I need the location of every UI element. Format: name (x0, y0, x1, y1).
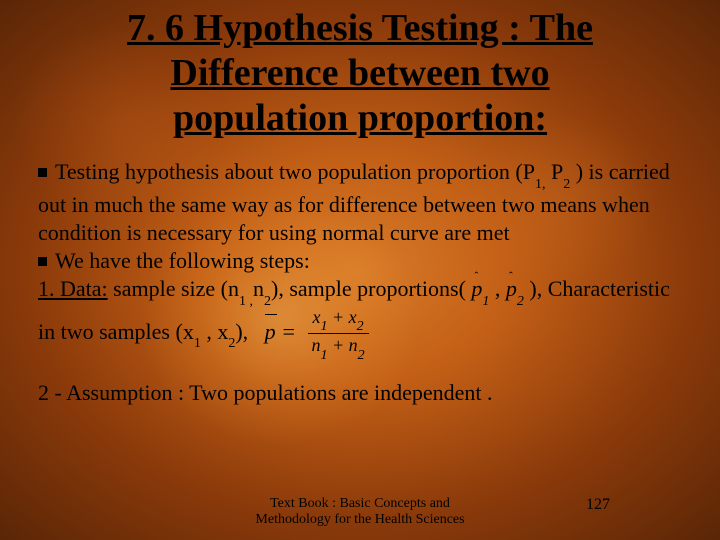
bar-icon (265, 314, 277, 315)
assumption-line: 2 - Assumption : Two populations are ind… (0, 360, 720, 406)
den-n2: n (349, 335, 358, 355)
title-line-2: Difference between two (170, 52, 549, 94)
phat-2: ˆp2 (506, 275, 524, 307)
data-a: sample size (n (108, 276, 239, 301)
data-label: 1. Data: (38, 276, 108, 301)
eq-eq: = (276, 319, 302, 344)
phat-1: ˆp1 (471, 275, 489, 307)
den-plus: + (328, 335, 349, 355)
slide: 7. 6 Hypothesis Testing : The Difference… (0, 0, 720, 540)
slide-title: 7. 6 Hypothesis Testing : The Difference… (0, 0, 720, 140)
phat-sub2: 2 (517, 294, 524, 309)
phat-sub1: 1 (482, 294, 489, 309)
pbar-p: p (265, 319, 276, 344)
title-line-1: 7. 6 Hypothesis Testing : The (127, 7, 593, 49)
num-plus: + (328, 307, 349, 327)
p2-text: We have the following steps: (55, 248, 310, 273)
p1-text-a: Testing hypothesis about two population … (55, 159, 535, 184)
title-line-3: population proportion: (173, 97, 547, 139)
data-sub4: 2 (228, 336, 235, 351)
hat-icon: ˆ (474, 269, 478, 284)
num-s2: 2 (357, 319, 364, 334)
hat-icon: ˆ (509, 269, 513, 284)
footer: Text Book : Basic Concepts and Methodolo… (0, 496, 720, 528)
fraction: x1 + x2n1 + n2 (308, 308, 369, 360)
data-sub3: 1 (194, 336, 201, 351)
equation: p = x1 + x2n1 + n2 (265, 319, 369, 344)
frac-num: x1 + x2 (308, 308, 369, 335)
bullet-icon (38, 168, 47, 177)
slide-body: Testing hypothesis about two population … (0, 140, 720, 359)
p1-text-b: P (545, 159, 563, 184)
data-f: ), (235, 319, 248, 344)
p1-sub1: 1, (535, 177, 546, 192)
data-b: n (253, 276, 264, 301)
footer-line2: Methodology for the Health Sciences (255, 512, 464, 527)
page-number: 127 (586, 496, 610, 514)
phat-comma: , (489, 276, 506, 301)
data-sub2: 2 (264, 294, 271, 309)
footer-line1: Text Book : Basic Concepts and (270, 496, 450, 511)
data-sub1: 1 , (239, 294, 253, 309)
bullet-icon (38, 257, 47, 266)
frac-den: n1 + n2 (308, 334, 369, 360)
assumption-text: 2 - Assumption : Two populations are ind… (38, 380, 493, 405)
p1-sub2: 2 (563, 177, 570, 192)
den-n1: n (312, 335, 321, 355)
footer-text: Text Book : Basic Concepts and Methodolo… (255, 496, 464, 528)
num-x1: x (313, 307, 321, 327)
pbar: p (265, 318, 276, 346)
num-x2: x (349, 307, 357, 327)
data-c: ), sample proportions( (271, 276, 471, 301)
data-e: , x (201, 319, 229, 344)
num-s1: 1 (321, 319, 328, 334)
